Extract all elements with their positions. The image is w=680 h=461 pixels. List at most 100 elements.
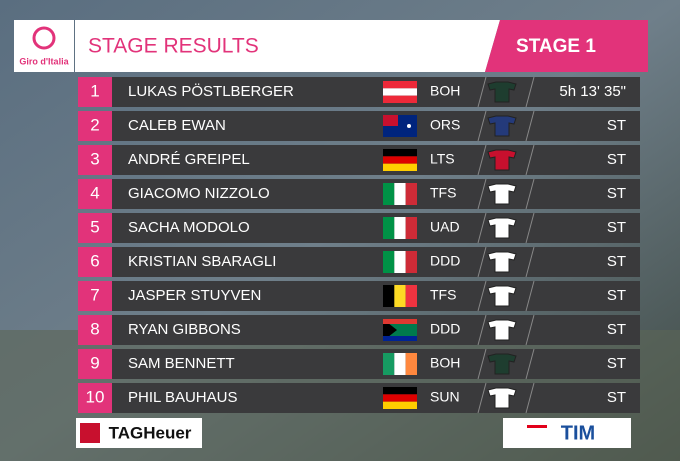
flag-stripe (394, 353, 406, 375)
stage-label: STAGE 1 (516, 36, 596, 57)
logo-mark (32, 26, 56, 50)
jersey (487, 115, 517, 137)
jersey (487, 149, 517, 171)
flag-stripe (394, 285, 406, 307)
rank: 4 (90, 183, 99, 202)
divider (525, 280, 535, 312)
rider-name: JASPER STUYVEN (128, 287, 261, 304)
rank: 5 (90, 217, 99, 236)
divider (477, 382, 487, 414)
rank-box (78, 213, 112, 243)
flag-stripe (383, 285, 395, 307)
flag-stripe (383, 149, 417, 157)
jersey (487, 285, 517, 307)
flag-stripe (405, 183, 417, 205)
sponsor-badge (80, 423, 100, 443)
divider (525, 212, 535, 244)
team-code: TFS (430, 185, 456, 201)
time: ST (607, 117, 626, 134)
header-title: STAGE RESULTS (88, 35, 259, 58)
rank: 6 (90, 251, 99, 270)
divider (477, 178, 487, 210)
rider-name: CALEB EWAN (128, 117, 226, 134)
time: ST (607, 219, 626, 236)
flag-stripe (405, 251, 417, 273)
time: 5h 13' 35" (559, 83, 626, 100)
jersey (487, 251, 517, 273)
rider-name: KRISTIAN SBARAGLI (128, 253, 276, 270)
flag-stripe (405, 353, 417, 375)
rank-box (78, 383, 112, 413)
team-code: LTS (430, 151, 455, 167)
flag-band (383, 336, 417, 341)
flag-stripe (394, 217, 406, 239)
jersey (487, 353, 517, 375)
sponsor-box (503, 418, 631, 448)
jersey (487, 217, 517, 239)
rank: 3 (90, 149, 99, 168)
row-background (112, 213, 640, 243)
flag-stripe (405, 285, 417, 307)
time: ST (607, 151, 626, 168)
jersey (487, 183, 517, 205)
time: ST (607, 355, 626, 372)
rank: 2 (90, 115, 99, 134)
flag-stripe (383, 183, 395, 205)
flag (383, 319, 417, 341)
flag-stripe (383, 156, 417, 164)
divider (525, 246, 535, 278)
rank: 10 (86, 387, 105, 406)
rank-box (78, 145, 112, 175)
flag-stripe (383, 163, 417, 171)
header-bar (75, 20, 500, 72)
rank: 8 (90, 319, 99, 338)
rank-box (78, 111, 112, 141)
divider (525, 76, 535, 108)
results-table: 1 LUKAS PÖSTLBERGER BOH 5h 13' 35" 2 CALEB EW… (78, 76, 640, 414)
rider-name: GIACOMO NIZZOLO (128, 185, 270, 202)
divider (525, 110, 535, 142)
time: ST (607, 287, 626, 304)
divider (477, 212, 487, 244)
team-code: BOH (430, 83, 460, 99)
divider (477, 280, 487, 312)
divider (525, 382, 535, 414)
time: ST (607, 321, 626, 338)
time: ST (607, 185, 626, 202)
team-code: DDD (430, 253, 460, 269)
flag-star (407, 124, 411, 128)
flag-stripe (383, 95, 417, 103)
divider (525, 144, 535, 176)
rider-name: SAM BENNETT (128, 355, 235, 372)
flag-band (383, 319, 397, 341)
team-code: BOH (430, 355, 460, 371)
flag-stripe (383, 387, 417, 395)
team-code: UAD (430, 219, 460, 235)
flag-band (383, 319, 417, 324)
row-background (112, 349, 640, 379)
row-background (112, 179, 640, 209)
flag-stripe (383, 88, 417, 96)
rider-name: RYAN GIBBONS (128, 321, 241, 338)
flag-stripe (394, 251, 406, 273)
jersey (487, 319, 517, 341)
row-background (112, 315, 640, 345)
time: ST (607, 253, 626, 270)
team-code: TFS (430, 287, 456, 303)
flag-stripe (383, 81, 417, 89)
team-code: DDD (430, 321, 460, 337)
flag-stripe (383, 394, 417, 402)
rank-box (78, 349, 112, 379)
row-background (112, 111, 640, 141)
flag-stripe (383, 401, 417, 409)
sponsor-mark (527, 425, 547, 428)
divider (477, 314, 487, 346)
divider (477, 144, 487, 176)
time: ST (607, 389, 626, 406)
divider (525, 178, 535, 210)
rider-name: LUKAS PÖSTLBERGER (128, 82, 294, 100)
rank-box (78, 179, 112, 209)
flag-stripe (383, 251, 395, 273)
rank: 9 (90, 353, 99, 372)
